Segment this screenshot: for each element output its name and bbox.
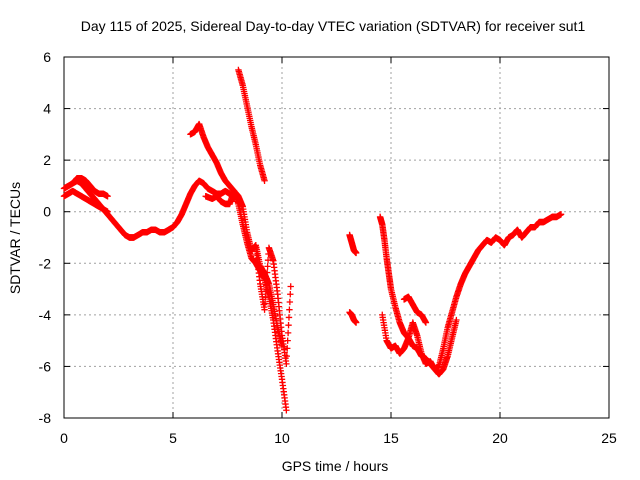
- series-arc-h: [346, 231, 360, 257]
- y-tick-label: 4: [43, 101, 51, 117]
- x-tick-label: 0: [60, 430, 68, 446]
- data-point: [352, 319, 360, 326]
- data-point: [284, 329, 292, 337]
- data-point: [286, 298, 294, 306]
- y-tick-label: 0: [43, 204, 51, 220]
- x-axis-label: GPS time / hours: [282, 458, 389, 474]
- grid-lines: [64, 57, 609, 418]
- y-tick-label: -4: [39, 307, 52, 323]
- series-arc-k: [379, 211, 565, 373]
- x-tick-labels: 0 5 10 15 20 25: [60, 430, 617, 446]
- axis-ticks: [63, 56, 610, 419]
- plot-border: [63, 56, 610, 419]
- data-point: [262, 294, 269, 301]
- data-point: [104, 193, 111, 200]
- data-point: [287, 283, 294, 290]
- series-arc-f: [202, 187, 286, 349]
- data-point: [263, 281, 270, 289]
- series-arc-l: [400, 293, 430, 326]
- series-arc-b: [60, 187, 111, 215]
- data-point: [283, 407, 290, 414]
- data-point: [261, 177, 268, 184]
- data-point: [283, 360, 290, 368]
- series-arc-g: [252, 244, 294, 368]
- data-point: [263, 269, 271, 276]
- y-tick-label: -6: [39, 358, 52, 374]
- y-tick-labels: -8 -6 -4 -2 0 2 4 6: [39, 49, 52, 426]
- data-point: [104, 208, 111, 215]
- data-point: [422, 319, 430, 326]
- data-point: [284, 337, 291, 344]
- y-tick-label: -2: [39, 255, 52, 271]
- data-point: [283, 352, 290, 360]
- x-tick-label: 15: [383, 430, 399, 446]
- data-point: [286, 306, 293, 313]
- x-tick-label: 20: [492, 430, 508, 446]
- x-tick-label: 25: [601, 430, 617, 446]
- data-point: [264, 263, 271, 270]
- data-point: [284, 345, 291, 352]
- series-arc-e: [235, 66, 268, 184]
- data-point: [352, 249, 360, 257]
- y-tick-label: -8: [39, 410, 52, 426]
- y-tick-label: 2: [43, 152, 51, 168]
- series-arc-c: [69, 174, 111, 200]
- data-markers: [60, 66, 565, 414]
- x-tick-label: 5: [169, 430, 177, 446]
- data-point: [287, 291, 294, 298]
- data-point: [261, 306, 268, 313]
- data-point: [263, 275, 270, 282]
- y-axis-label: SDTVAR / TECUs: [7, 182, 23, 294]
- data-point: [285, 321, 292, 329]
- y-tick-label: 6: [43, 49, 51, 65]
- data-point: [261, 300, 269, 307]
- data-point: [262, 287, 270, 295]
- series-arc-i: [346, 309, 360, 326]
- chart-title: Day 115 of 2025, Sidereal Day-to-day VTE…: [81, 18, 586, 34]
- x-tick-label: 10: [274, 430, 290, 446]
- data-point: [557, 211, 565, 218]
- data-point: [285, 314, 293, 321]
- data-point: [453, 316, 460, 324]
